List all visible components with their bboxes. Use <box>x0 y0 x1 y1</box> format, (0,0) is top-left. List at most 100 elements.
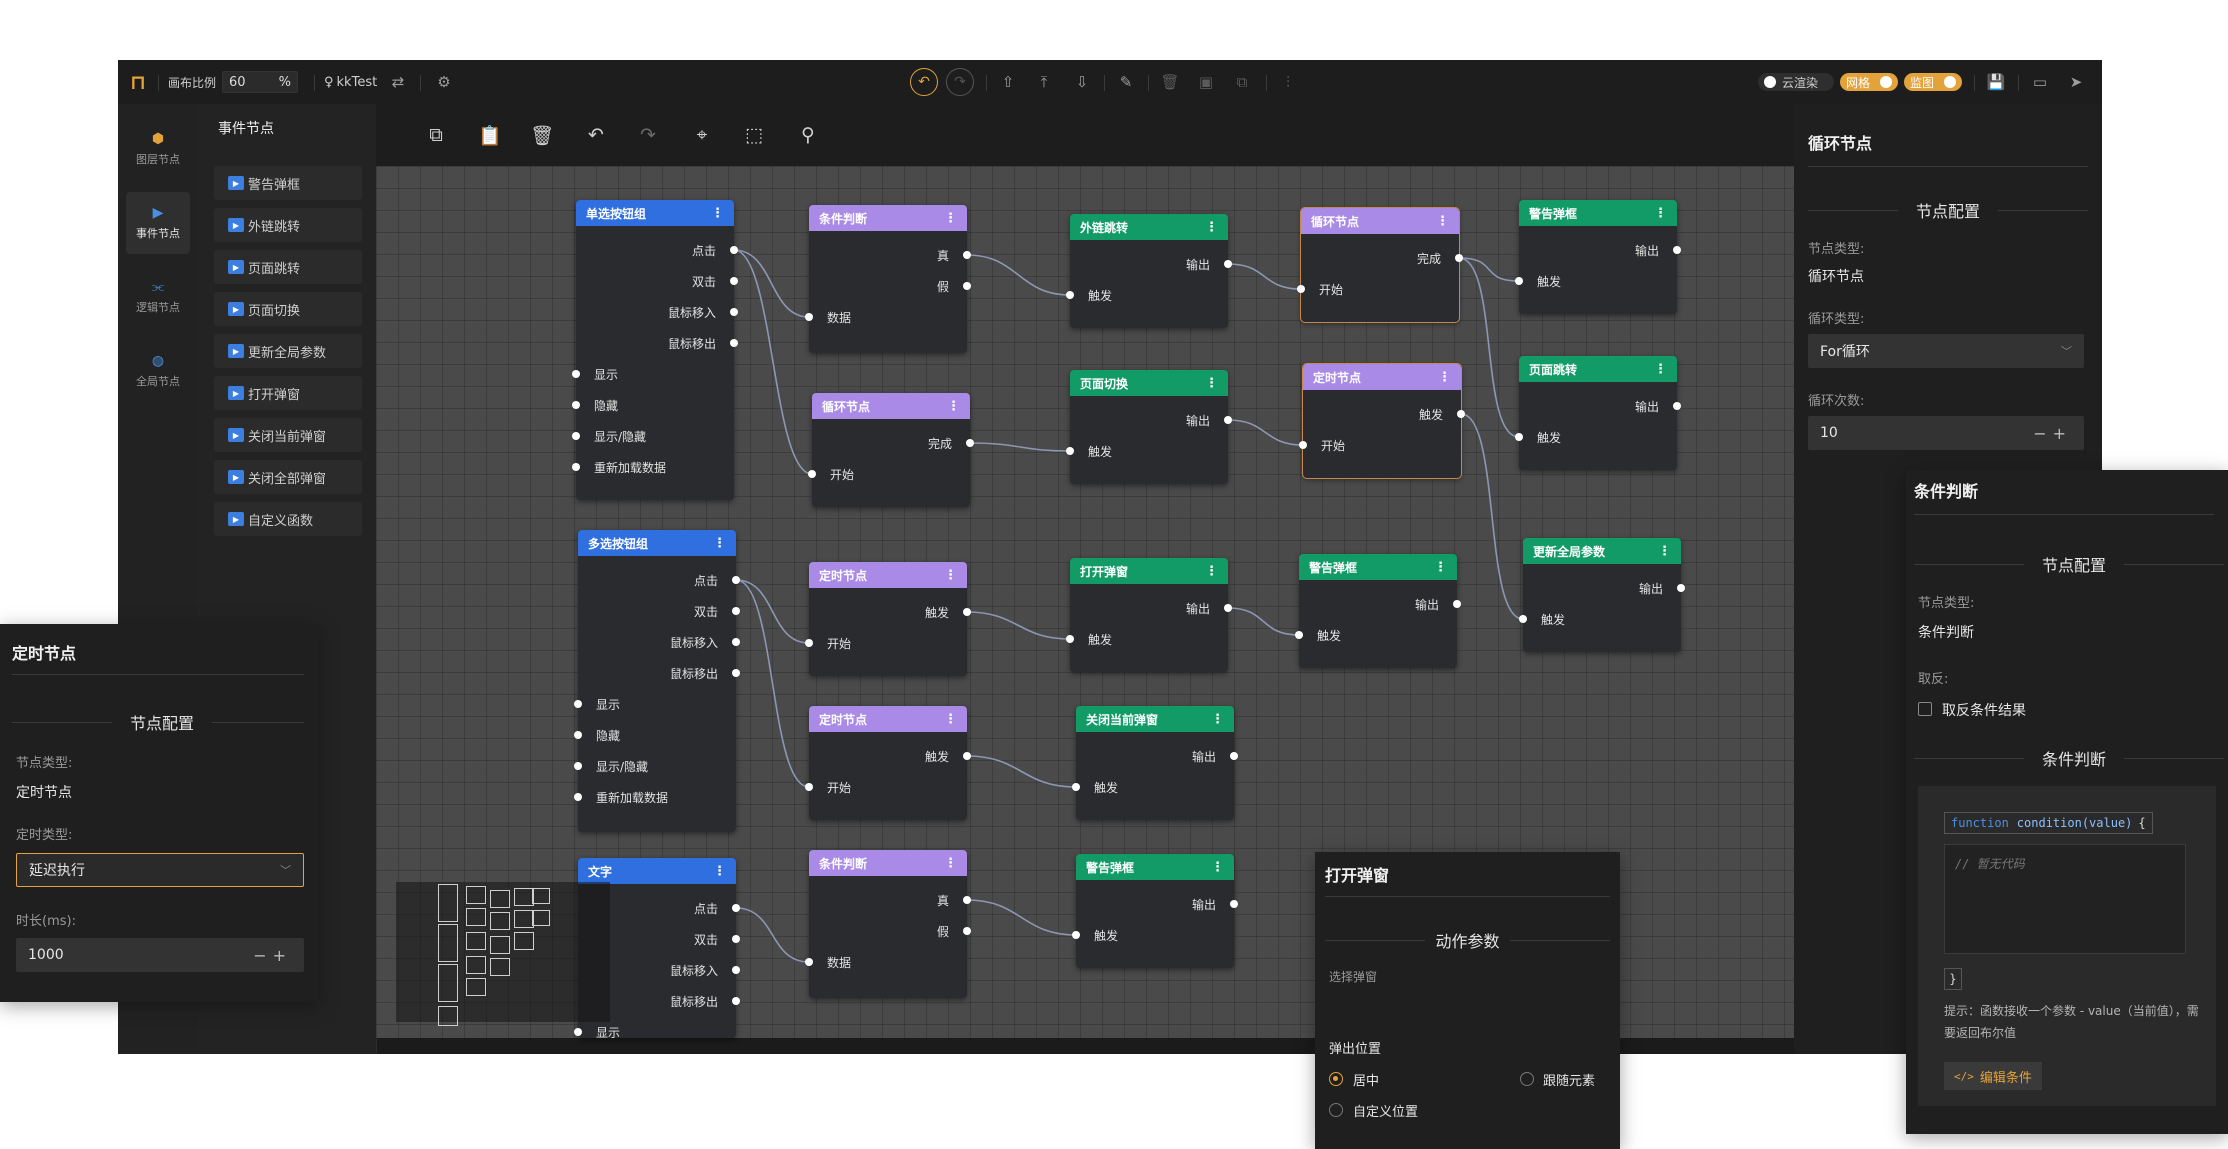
connection-line[interactable] <box>1458 257 1520 282</box>
connection-line[interactable] <box>966 254 1071 296</box>
input-port[interactable] <box>805 639 813 647</box>
input-port[interactable] <box>808 470 816 478</box>
node-header[interactable]: 警告弹框 ⋮ <box>1519 200 1677 226</box>
more-menu-icon[interactable]: ⋮ <box>944 711 957 727</box>
node-header[interactable]: 文字 ⋮ <box>578 858 736 884</box>
output-port[interactable] <box>966 439 974 447</box>
input-port[interactable] <box>805 783 813 791</box>
stepper-icon[interactable]: −+ <box>253 945 292 965</box>
flow-node[interactable]: 循环节点 ⋮ 完成 开始 <box>1297 207 1463 323</box>
input-port[interactable] <box>1072 931 1080 939</box>
output-port[interactable] <box>963 752 971 760</box>
select-area-icon[interactable]: ⬚ <box>745 124 763 146</box>
output-port[interactable] <box>963 896 971 904</box>
duration-value[interactable]: 1000 <box>28 947 64 963</box>
flow-node[interactable]: 警告弹框 ⋮ 输出 触发 <box>1072 854 1238 968</box>
output-port[interactable] <box>732 966 740 974</box>
publish-icon[interactable]: ➤ <box>2069 73 2083 91</box>
input-port[interactable] <box>574 1028 582 1036</box>
output-port[interactable] <box>732 576 740 584</box>
input-port[interactable] <box>1066 291 1074 299</box>
fit-view-icon[interactable]: ⌖ <box>696 124 708 146</box>
input-port[interactable] <box>1066 447 1074 455</box>
output-port[interactable] <box>1673 402 1681 410</box>
more-menu-icon[interactable]: ⋮ <box>1205 219 1218 235</box>
input-port[interactable] <box>1515 433 1523 441</box>
paste-icon[interactable]: 📋 <box>478 124 502 147</box>
redo-icon[interactable]: ↷ <box>640 124 656 146</box>
output-port[interactable] <box>963 927 971 935</box>
output-port[interactable] <box>1224 260 1232 268</box>
input-port[interactable] <box>1519 615 1527 623</box>
layout-icon[interactable]: ⚲ <box>801 124 815 146</box>
edit-condition-button[interactable]: </> 编辑条件 <box>1944 1062 2042 1090</box>
input-port[interactable] <box>1299 441 1307 449</box>
align-icon[interactable]: ⫶ <box>1286 73 1290 91</box>
radio-custom[interactable] <box>1329 1103 1343 1117</box>
node-header[interactable]: 页面切换 ⋮ <box>1070 370 1228 396</box>
output-port[interactable] <box>963 282 971 290</box>
redo-icon[interactable]: ↷ <box>946 68 974 96</box>
connection-line[interactable] <box>1227 263 1302 290</box>
zoom-input[interactable]: 60 % <box>222 71 298 93</box>
more-menu-icon[interactable]: ⋮ <box>1658 543 1671 559</box>
radio-center[interactable] <box>1329 1072 1343 1086</box>
upload-icon[interactable]: ⇧ <box>1001 73 1015 91</box>
output-port[interactable] <box>963 608 971 616</box>
output-port[interactable] <box>732 607 740 615</box>
output-port[interactable] <box>730 308 738 316</box>
more-menu-icon[interactable]: ⋮ <box>947 398 960 414</box>
flow-node[interactable]: 更新全局参数 ⋮ 输出 触发 <box>1519 538 1685 652</box>
more-menu-icon[interactable]: ⋮ <box>944 210 957 226</box>
connection-line[interactable] <box>1227 607 1300 636</box>
flow-node[interactable]: 关闭当前弹窗 ⋮ 输出 触发 <box>1072 706 1238 820</box>
copy-icon[interactable]: ⧉ <box>429 124 443 146</box>
more-menu-icon[interactable]: ⋮ <box>1654 205 1667 221</box>
more-menu-icon[interactable]: ⋮ <box>711 205 724 221</box>
node-header[interactable]: 循环节点 ⋮ <box>1301 208 1459 234</box>
project-badge[interactable]: ♀ kkTest <box>324 60 377 104</box>
connection-line[interactable] <box>733 249 810 318</box>
node-header[interactable]: 单选按钮组 ⋮ <box>576 200 734 226</box>
input-port[interactable] <box>572 432 580 440</box>
more-menu-icon[interactable]: ⋮ <box>713 535 726 551</box>
output-port[interactable] <box>1677 584 1685 592</box>
watch-toggle[interactable]: 监图 <box>1904 73 1962 91</box>
connection-line[interactable] <box>1460 413 1524 620</box>
timer-type-select[interactable]: 延迟执行 ﹀ <box>16 853 304 887</box>
preview-icon[interactable]: ▭ <box>2032 73 2048 91</box>
input-port[interactable] <box>574 762 582 770</box>
flow-node[interactable]: 外链跳转 ⋮ 输出 触发 <box>1066 214 1232 328</box>
more-menu-icon[interactable]: ⋮ <box>1654 361 1667 377</box>
connection-line[interactable] <box>966 755 1077 788</box>
flow-node[interactable]: 循环节点 ⋮ 完成 开始 <box>808 393 974 507</box>
connection-line[interactable] <box>1227 419 1304 446</box>
output-port[interactable] <box>732 997 740 1005</box>
input-port[interactable] <box>572 401 580 409</box>
frame-icon[interactable]: ▣ <box>1198 73 1214 91</box>
palette-item[interactable]: ▶ 更新全局参数 <box>214 334 362 368</box>
zoom-value[interactable]: 60 <box>229 74 246 90</box>
connection-line[interactable] <box>969 442 1071 452</box>
node-header[interactable]: 条件判断 ⋮ <box>809 205 967 231</box>
more-menu-icon[interactable]: ⋮ <box>1436 213 1449 229</box>
more-menu-icon[interactable]: ⋮ <box>944 567 957 583</box>
output-port[interactable] <box>1230 900 1238 908</box>
input-port[interactable] <box>1515 277 1523 285</box>
rail-item-event[interactable]: ▶ 事件节点 <box>126 192 190 254</box>
brush-icon[interactable]: ✎ <box>1119 73 1133 91</box>
radio-follow[interactable] <box>1520 1072 1534 1086</box>
flow-node[interactable]: 页面切换 ⋮ 输出 触发 <box>1066 370 1232 484</box>
delete-icon[interactable]: 🗑 <box>1160 73 1180 91</box>
duration-stepper[interactable]: 1000 −+ <box>16 938 304 972</box>
undo-icon[interactable]: ↶ <box>910 68 938 96</box>
flow-node[interactable]: 警告弹框 ⋮ 输出 触发 <box>1515 200 1681 314</box>
palette-item[interactable]: ▶ 页面跳转 <box>214 250 362 284</box>
logo-icon[interactable]: ⊓ <box>130 70 146 94</box>
connection-line[interactable] <box>735 579 810 644</box>
swap-icon[interactable]: ⇄ <box>391 73 405 91</box>
input-port[interactable] <box>572 463 580 471</box>
code-textarea[interactable]: // 暂无代码 <box>1944 844 2186 954</box>
palette-item[interactable]: ▶ 打开弹窗 <box>214 376 362 410</box>
node-header[interactable]: 多选按钮组 ⋮ <box>578 530 736 556</box>
